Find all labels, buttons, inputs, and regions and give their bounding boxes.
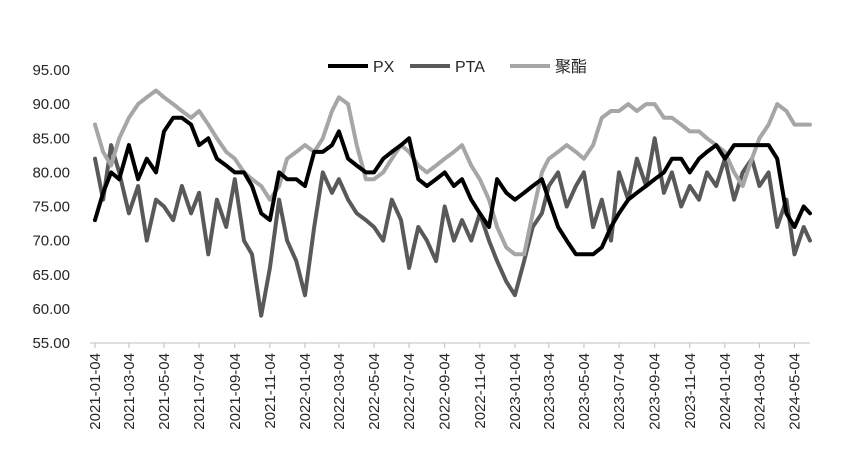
legend-label-polyester: 聚酯 [555,58,587,76]
x-tick-label: 2022-11-04 [472,353,489,429]
x-tick-label: 2023-01-04 [507,353,524,430]
x-tick-label: 2024-01-04 [717,353,734,430]
y-tick-label: 60.00 [32,301,70,318]
legend: PX PTA 聚酯 [328,58,587,76]
x-tick-label: 2023-09-04 [647,353,664,430]
x-tick-label: 2021-09-04 [227,353,244,430]
y-tick-label: 65.00 [32,267,70,284]
y-tick-label: 95.00 [32,62,70,79]
x-tick-label: 2021-11-04 [262,353,279,429]
series-line-pta [93,136,812,318]
x-tick-label: 2022-09-04 [437,353,454,430]
series-layer [93,88,812,318]
x-tick-label: 2023-03-04 [541,353,558,430]
y-tick-label: 55.00 [32,335,70,352]
legend-label-pta: PTA [455,59,485,76]
x-tick-label: 2022-03-04 [331,353,348,430]
y-tick-label: 85.00 [32,130,70,147]
x-tick-label: 2022-05-04 [366,353,383,430]
x-tick-label: 2023-11-04 [682,353,699,429]
y-axis: 95.00 90.00 85.00 80.00 75.00 70.00 65.00 60.00… [32,62,70,352]
x-tick-label: 2023-05-04 [576,353,593,430]
x-tick-label: 2022-01-04 [297,353,314,430]
series-line-px [93,115,812,257]
x-tick-label: 2021-07-04 [191,353,208,430]
x-tick-label: 2024-03-04 [751,353,768,430]
x-tick-label: 2021-03-04 [121,353,138,430]
y-tick-label: 80.00 [32,164,70,181]
x-tick-label: 2021-05-04 [156,353,173,430]
x-tick-label: 2022-07-04 [401,353,418,430]
x-tick-label: 2021-01-04 [87,353,104,430]
x-axis: 2021-01-04 2021-03-04 2021-05-04 2021-07-04… [87,342,810,430]
series-line-polyester [93,88,812,257]
legend-label-px: PX [373,59,395,76]
y-tick-label: 75.00 [32,199,70,216]
y-tick-label: 70.00 [32,233,70,250]
x-tick-label: 2024-05-04 [786,353,803,430]
y-tick-label: 90.00 [32,96,70,113]
x-tick-label: 2023-07-04 [611,353,628,430]
